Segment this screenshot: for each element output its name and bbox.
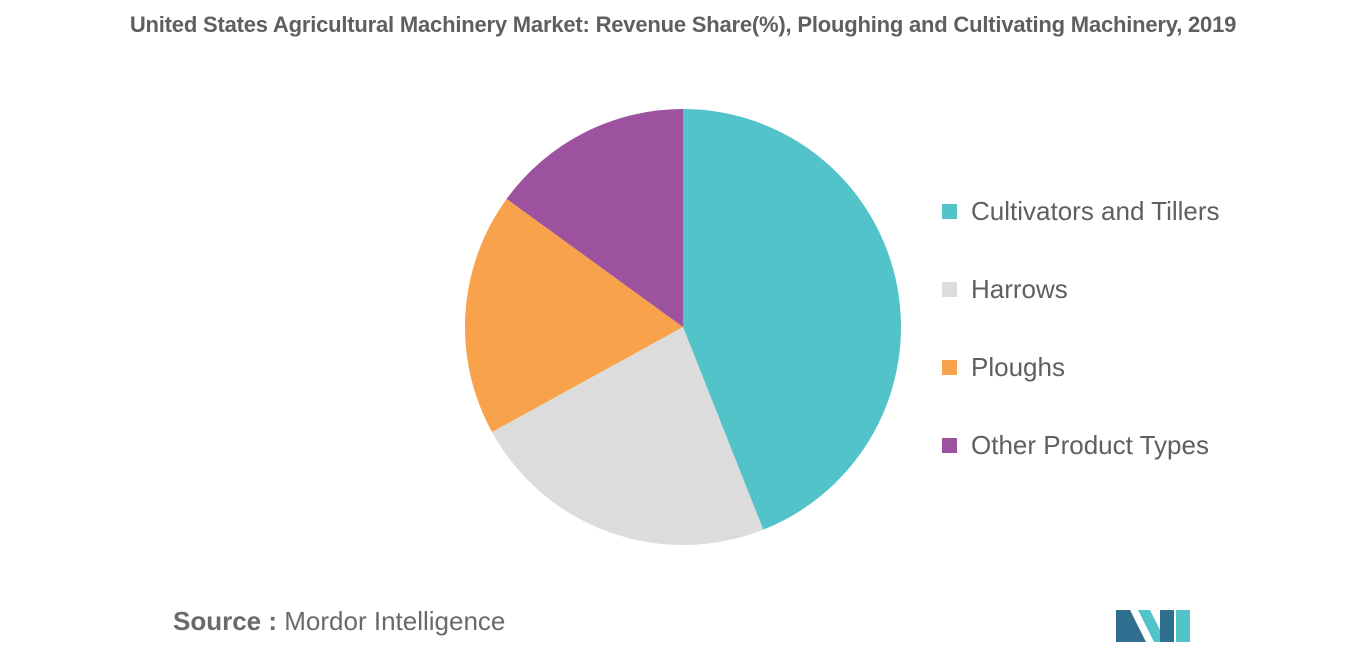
source-credit: Source : Mordor Intelligence <box>173 606 505 637</box>
legend-item-other-product-types[interactable]: Other Product Types <box>942 426 1220 504</box>
logo-shape <box>1116 610 1146 642</box>
legend-label: Other Product Types <box>971 430 1209 460</box>
pie-slice-harrows[interactable] <box>491 327 764 545</box>
pie-slice-ploughs[interactable] <box>465 198 683 433</box>
source-prefix: Source : <box>173 606 278 636</box>
logo-shape <box>1176 610 1190 642</box>
pie-slices <box>465 109 901 545</box>
pie-slice-other-product-types[interactable] <box>506 109 683 327</box>
legend-label: Cultivators and Tillers <box>971 196 1220 226</box>
legend-swatch-cultivators-and-tillers <box>942 204 957 219</box>
logo-shape <box>1138 610 1166 642</box>
legend-item-ploughs[interactable]: Ploughs <box>942 348 1220 426</box>
legend-label: Harrows <box>971 274 1068 304</box>
source-name: Mordor Intelligence <box>284 606 506 636</box>
legend-item-cultivators-and-tillers[interactable]: Cultivators and Tillers <box>942 192 1220 270</box>
chart-legend: Cultivators and Tillers Harrows Ploughs … <box>942 192 1220 504</box>
mordor-intelligence-logo-icon <box>1116 610 1190 642</box>
chart-title: United States Agricultural Machinery Mar… <box>129 12 1237 37</box>
legend-swatch-ploughs <box>942 360 957 375</box>
legend-item-harrows[interactable]: Harrows <box>942 270 1220 348</box>
legend-swatch-harrows <box>942 282 957 297</box>
logo-shape <box>1160 610 1174 642</box>
legend-swatch-other-product-types <box>942 438 957 453</box>
legend-label: Ploughs <box>971 352 1065 382</box>
pie-slice-cultivators-and-tillers[interactable] <box>683 109 901 530</box>
